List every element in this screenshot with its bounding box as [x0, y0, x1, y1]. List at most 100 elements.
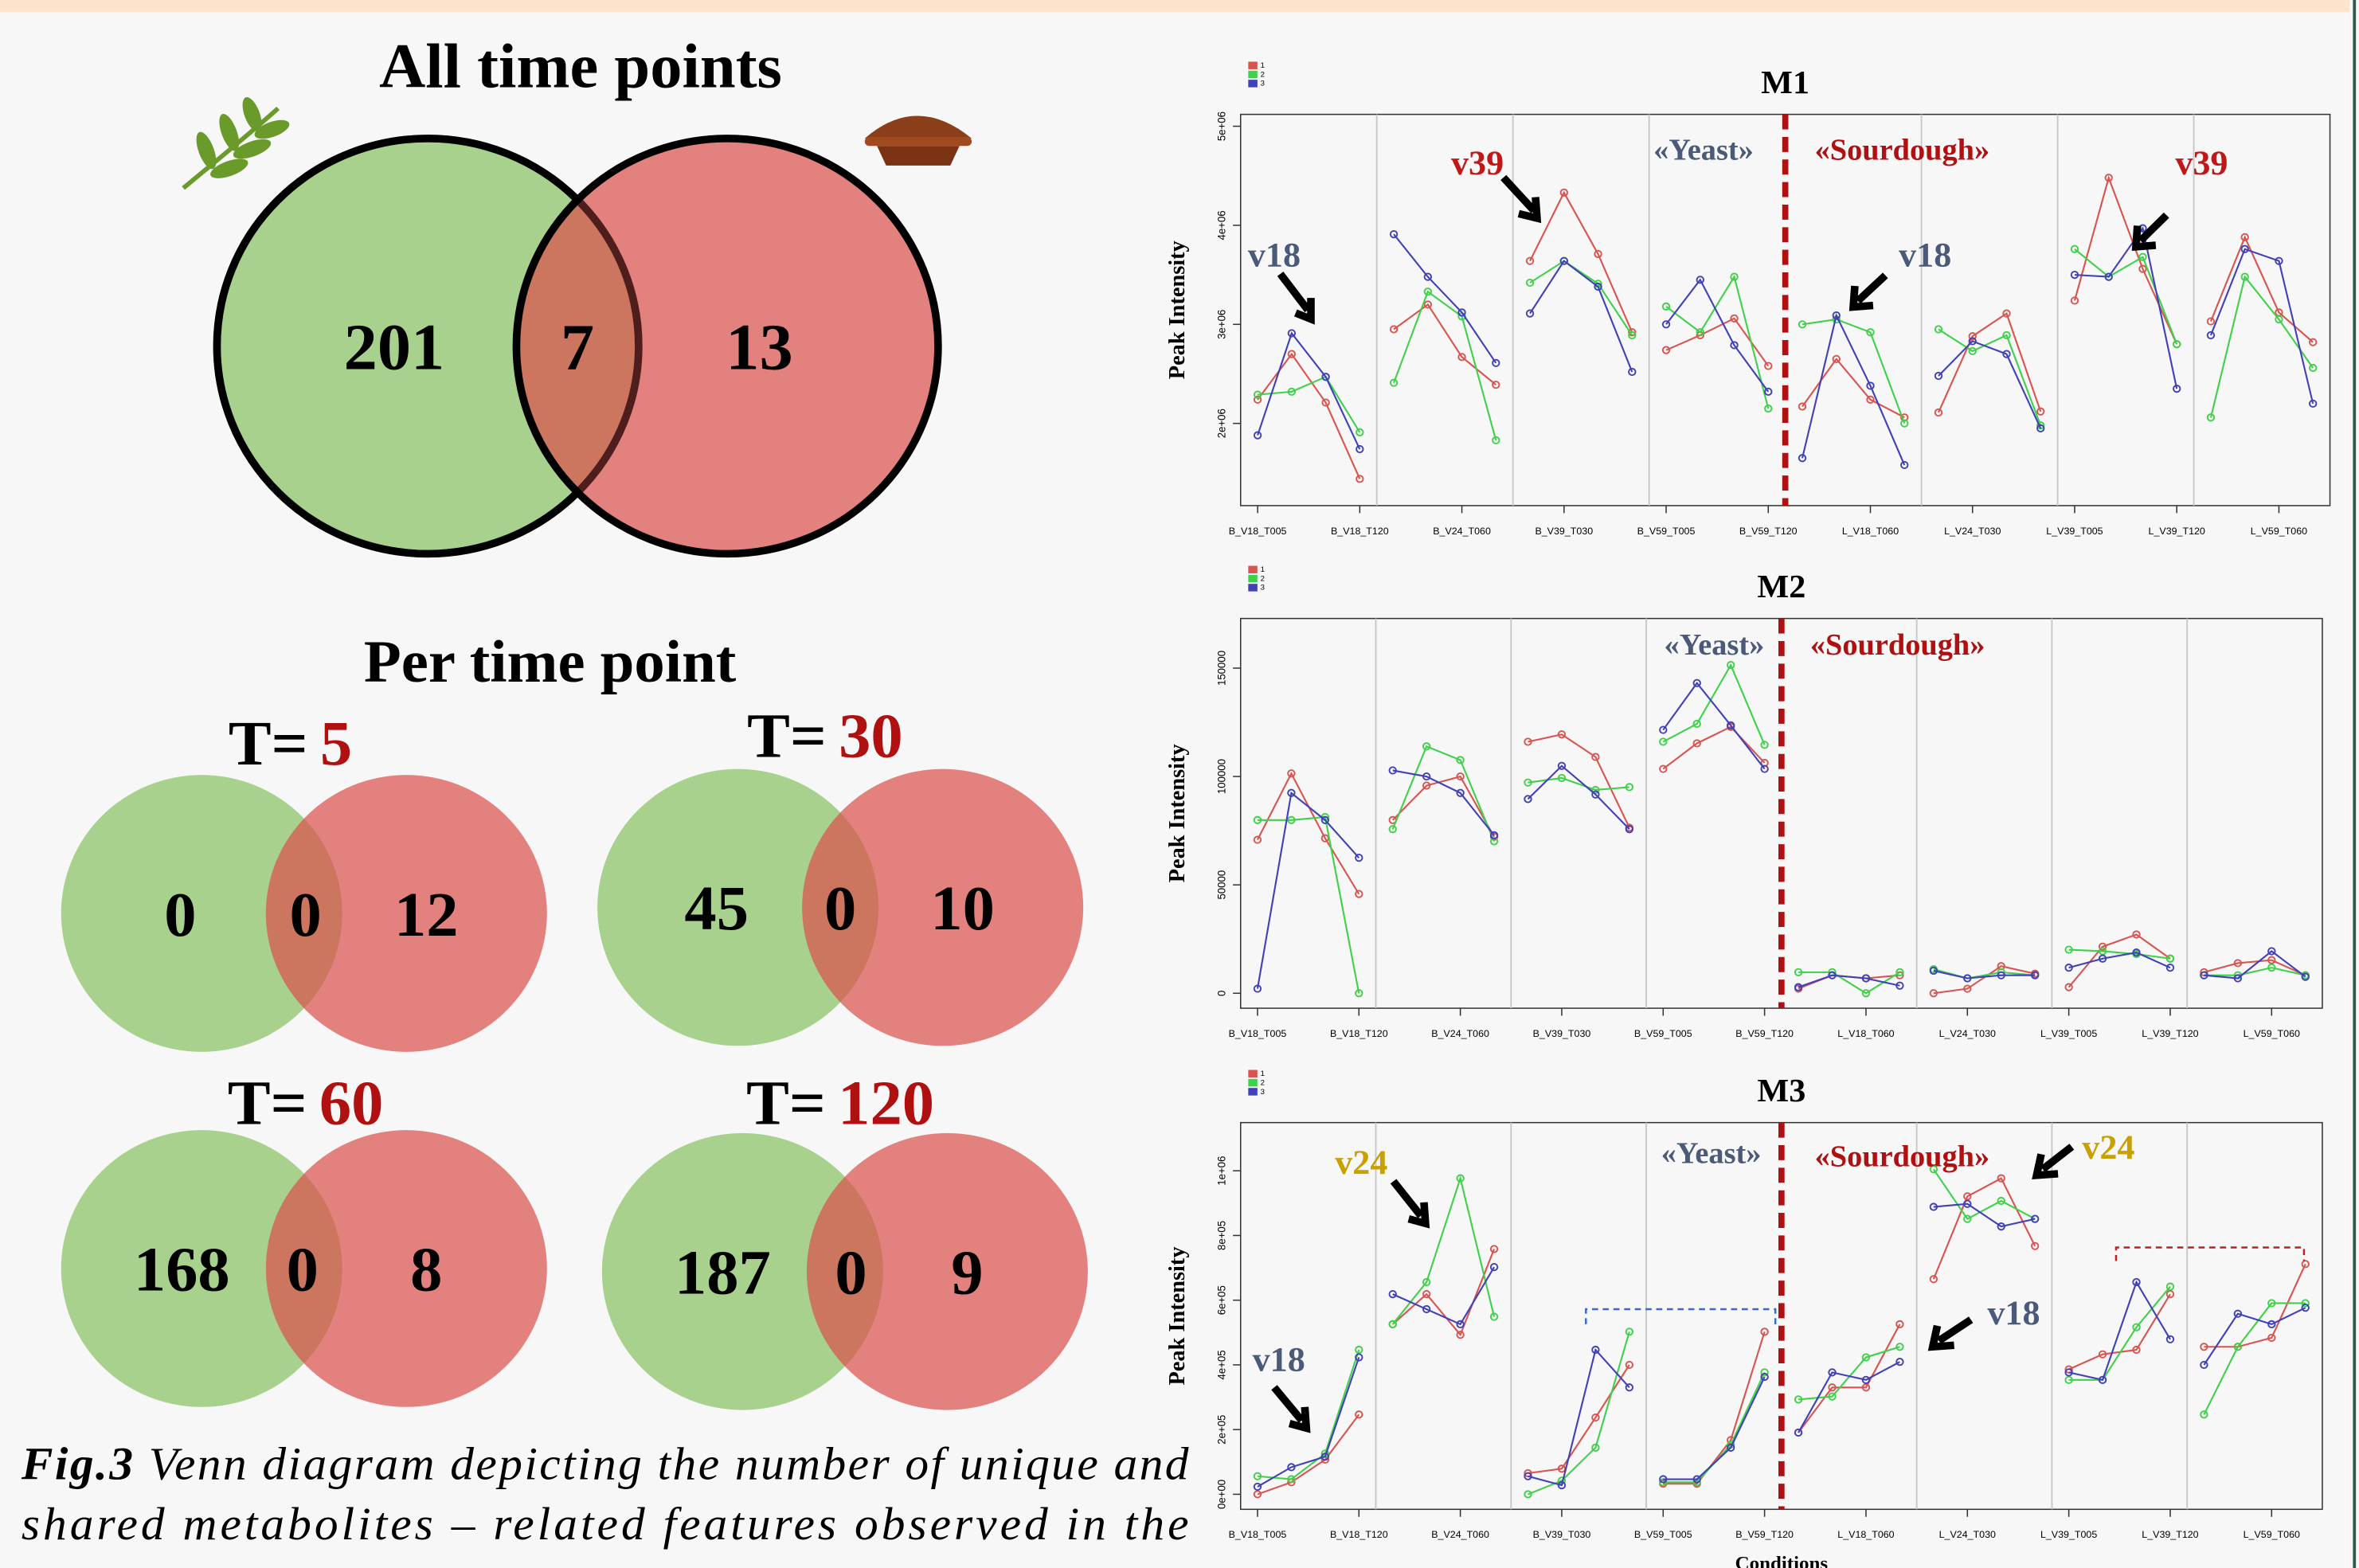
- line-charts: M1 Peak Intensity 2e+06 3e+06 4e+06 5e+06 B_V1…: [1165, 61, 2331, 1568]
- data-point: [1997, 1196, 2005, 1206]
- data-point: [1727, 721, 1735, 729]
- series-line: [1938, 328, 2042, 426]
- venn-title: All time points: [379, 32, 782, 101]
- data-point: [1356, 475, 1364, 483]
- data-point: [1456, 788, 1465, 797]
- data-point: [2104, 272, 2113, 281]
- data-point: [1968, 346, 1977, 355]
- annotation: «Sourdough»: [1815, 1140, 1990, 1174]
- data-point: [2200, 971, 2208, 980]
- x-tick-label: B_V39_T030: [1533, 1028, 1591, 1039]
- annotation: «Sourdough»: [1815, 134, 1990, 167]
- data-point: [2267, 964, 2276, 972]
- arrows: [1271, 174, 2169, 1433]
- legend-swatch: [1248, 1088, 1258, 1096]
- data-point: [1794, 983, 1803, 991]
- data-point: [1661, 320, 1671, 329]
- data-point: [1861, 989, 1871, 998]
- data-point: [2200, 1410, 2208, 1419]
- data-point: [2036, 421, 2045, 430]
- data-point: [1423, 272, 1433, 281]
- data-point: [1321, 373, 1330, 381]
- data-point: [1557, 1480, 1567, 1490]
- data-point: [1492, 381, 1500, 389]
- series-line: [2068, 1286, 2171, 1381]
- data-point: [1659, 737, 1668, 746]
- data-point: [1253, 815, 1262, 824]
- x-tick-label: L_V39_T120: [2142, 1028, 2198, 1039]
- data-point: [1388, 1290, 1397, 1299]
- series-line: [1528, 1331, 1630, 1496]
- series-line: [1665, 274, 1770, 409]
- data-point: [2132, 948, 2141, 957]
- data-point: [1489, 1312, 1499, 1321]
- data-point: [2064, 945, 2073, 954]
- time-label: T= 30: [747, 702, 903, 771]
- data-point: [2031, 971, 2040, 980]
- data-point: [1895, 981, 1904, 990]
- data-point: [2064, 1368, 2073, 1377]
- data-point: [1929, 1202, 1938, 1211]
- data-point: [1287, 387, 1297, 396]
- series-line: [1392, 1266, 1495, 1326]
- data-point: [2301, 1304, 2310, 1312]
- data-point: [1934, 325, 1943, 334]
- venn-count: 13: [726, 311, 792, 384]
- data-point: [2070, 271, 2079, 280]
- x-tick-label: L_V24_T030: [1939, 1028, 1996, 1039]
- annotation: «Yeast»: [1665, 628, 1765, 662]
- data-point: [2200, 1360, 2208, 1370]
- venn-right-set: [802, 768, 1084, 1046]
- data-point: [2098, 1375, 2107, 1384]
- chart-title: M2: [1757, 569, 1805, 605]
- data-point: [1422, 1304, 1431, 1314]
- venn-left-set: [601, 1132, 883, 1410]
- x-tick-label: B_V24_T060: [1431, 1028, 1489, 1039]
- data-point: [2064, 983, 2073, 991]
- legend-swatch: [1248, 584, 1258, 592]
- data-point: [1456, 1320, 1465, 1329]
- annotation: v18: [1899, 237, 1951, 275]
- time-prefix: T=: [747, 702, 827, 771]
- data-point: [1253, 390, 1262, 399]
- data-point: [2002, 350, 2011, 358]
- data-point: [2098, 942, 2107, 951]
- data-point: [1760, 1372, 1769, 1382]
- annotation: «Yeast»: [1661, 1137, 1762, 1171]
- data-point: [1423, 287, 1433, 296]
- series-line: [1391, 1175, 1496, 1325]
- top-strip: [0, 0, 2350, 13]
- annotation: «Sourdough»: [1810, 628, 1985, 662]
- series-line: [1257, 352, 1361, 479]
- data-point: [1696, 328, 1704, 337]
- data-point: [1661, 302, 1671, 311]
- data-point: [2165, 1335, 2175, 1343]
- series-line: [1665, 278, 1770, 393]
- series-line: [1798, 974, 1900, 988]
- legend-swatch: [1248, 1078, 1258, 1087]
- data-point: [1929, 1165, 1938, 1174]
- series-line: [1257, 1414, 1360, 1496]
- series-line: [1933, 969, 2036, 980]
- y-tick-label: 3e+06: [1215, 310, 1227, 339]
- x-tick-label: B_V18_T005: [1229, 1028, 1287, 1039]
- legend-swatch: [1248, 80, 1258, 88]
- data-point: [2267, 947, 2276, 956]
- annotation: v18: [1248, 237, 1301, 275]
- data-point: [1997, 1222, 2005, 1231]
- series-line: [1662, 663, 1766, 745]
- data-point: [1625, 1328, 1634, 1336]
- data-point: [2104, 174, 2113, 182]
- venn-left-set: [61, 775, 342, 1052]
- data-point: [2165, 954, 2175, 963]
- legend-label: 3: [1261, 1088, 1265, 1097]
- data-point: [2138, 264, 2147, 273]
- y-tick-label: 50000: [1215, 870, 1227, 900]
- legend-swatch: [1248, 70, 1258, 79]
- series-line: [1393, 233, 1497, 364]
- data-point: [1730, 272, 1739, 281]
- data-point: [1355, 1353, 1363, 1362]
- venn-count: 12: [394, 880, 459, 949]
- x-tick-label: L_V18_T060: [1842, 526, 1899, 537]
- data-point: [1456, 772, 1465, 781]
